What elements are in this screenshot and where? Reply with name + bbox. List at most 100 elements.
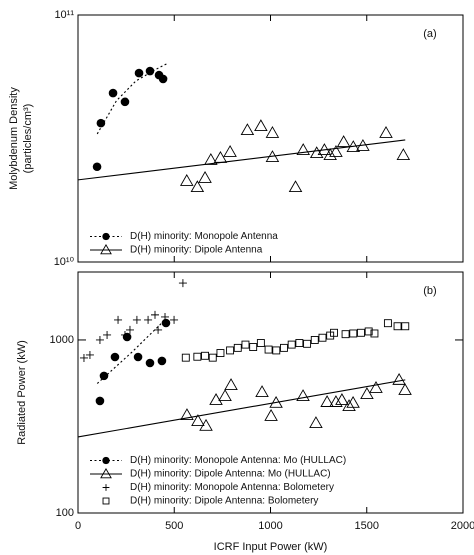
data-point	[179, 173, 194, 186]
data-point	[240, 123, 255, 136]
x-tick-label: 0	[75, 520, 81, 532]
data-point	[346, 140, 361, 153]
data-point	[223, 145, 237, 157]
data-point	[335, 393, 349, 405]
data-point	[201, 351, 210, 360]
data-point	[346, 395, 360, 408]
legend-marker	[102, 232, 110, 241]
data-point	[309, 146, 324, 159]
data-point	[92, 162, 102, 172]
x-tick-label: 2000	[451, 520, 474, 532]
data-point	[108, 88, 118, 98]
data-point	[342, 399, 356, 411]
data-point	[288, 180, 303, 193]
data-point	[265, 150, 280, 163]
legend-marker	[102, 484, 110, 491]
y-axis-label: Molybdenum Density	[8, 87, 20, 190]
x-axis-label: ICRF Input Power (kW)	[214, 541, 328, 553]
data-point	[254, 119, 268, 132]
data-point	[190, 180, 205, 193]
legend-entry: D(H) minority: Monopole Antenna: Mo (HUL…	[90, 455, 346, 466]
data-point	[303, 339, 312, 348]
legend-entry: D(H) minority: Dipole Antenna	[90, 245, 263, 256]
data-point	[255, 385, 269, 397]
data-point	[122, 332, 132, 342]
data-point	[161, 312, 170, 321]
y-axis-label: Radiated Power (kW)	[16, 340, 28, 445]
data-point	[280, 343, 288, 352]
data-point	[241, 340, 250, 349]
data-point	[158, 74, 168, 84]
plot-frame	[77, 14, 464, 263]
data-point	[95, 335, 104, 344]
fit-line	[77, 139, 406, 181]
legend-label: D(H) minority: Dipole Antenna: Bolometer…	[130, 496, 318, 507]
data-point	[209, 393, 223, 405]
data-point	[323, 148, 337, 161]
data-point	[96, 118, 106, 128]
data-point	[191, 414, 205, 426]
data-point	[349, 329, 358, 338]
legend-marker	[102, 497, 110, 505]
y-tick-label: 100	[56, 507, 74, 519]
data-point	[180, 408, 194, 421]
data-point	[145, 358, 155, 368]
data-point	[125, 325, 134, 334]
legend-label: D(H) minority: Monopole Antenna	[130, 231, 278, 242]
data-point	[364, 327, 373, 336]
data-point	[216, 349, 225, 358]
data-point	[218, 389, 232, 402]
data-point	[264, 408, 278, 421]
data-point	[309, 416, 323, 428]
data-point	[330, 328, 338, 337]
data-point	[296, 389, 310, 402]
legend-entry: D(H) minority: Monopole Antenna	[90, 231, 278, 242]
legend-entry: D(H) minority: Monopole Antenna: Bolomet…	[130, 482, 334, 493]
data-point	[120, 330, 129, 339]
data-point	[132, 315, 141, 324]
x-tick-label: 1500	[355, 520, 379, 532]
data-point	[336, 135, 351, 147]
data-point	[110, 352, 120, 362]
data-point	[161, 318, 171, 328]
legend-label: D(H) minority: Dipole Antenna: Mo (HULLA…	[130, 469, 331, 480]
data-point	[204, 153, 218, 165]
data-point	[151, 310, 159, 319]
legend-label: D(H) minority: Monopole Antenna: Mo (HUL…	[130, 455, 346, 466]
data-point	[383, 319, 392, 328]
data-point	[329, 145, 343, 157]
annotation: (a)	[423, 28, 436, 40]
data-point	[198, 171, 212, 183]
data-point	[320, 395, 334, 407]
data-point	[144, 315, 153, 324]
legend-entry: D(H) minority: Dipole Antenna: Bolometer…	[130, 496, 318, 507]
data-point	[296, 143, 311, 155]
data-point	[134, 68, 144, 78]
data-point	[295, 339, 304, 347]
data-point	[249, 343, 258, 351]
data-point	[310, 336, 319, 344]
annotation: (b)	[423, 285, 436, 297]
data-point	[265, 126, 280, 138]
data-point	[269, 395, 283, 408]
data-point	[287, 340, 296, 349]
x-tick-label: 1000	[258, 520, 282, 532]
data-point	[272, 346, 281, 355]
data-point	[208, 353, 217, 362]
data-point	[379, 126, 393, 138]
data-point	[233, 343, 242, 352]
data-point	[226, 346, 235, 355]
data-point	[170, 315, 179, 324]
legend-marker	[102, 456, 110, 465]
fit-line	[77, 379, 406, 438]
data-point	[360, 387, 374, 399]
data-point	[178, 279, 187, 288]
data-point	[181, 353, 190, 362]
data-point	[199, 418, 213, 431]
y-tick-label: 10¹¹	[54, 9, 74, 21]
data-point	[356, 139, 370, 151]
data-point	[369, 381, 383, 393]
x-tick-label: 500	[165, 520, 183, 532]
data-point	[157, 356, 167, 366]
